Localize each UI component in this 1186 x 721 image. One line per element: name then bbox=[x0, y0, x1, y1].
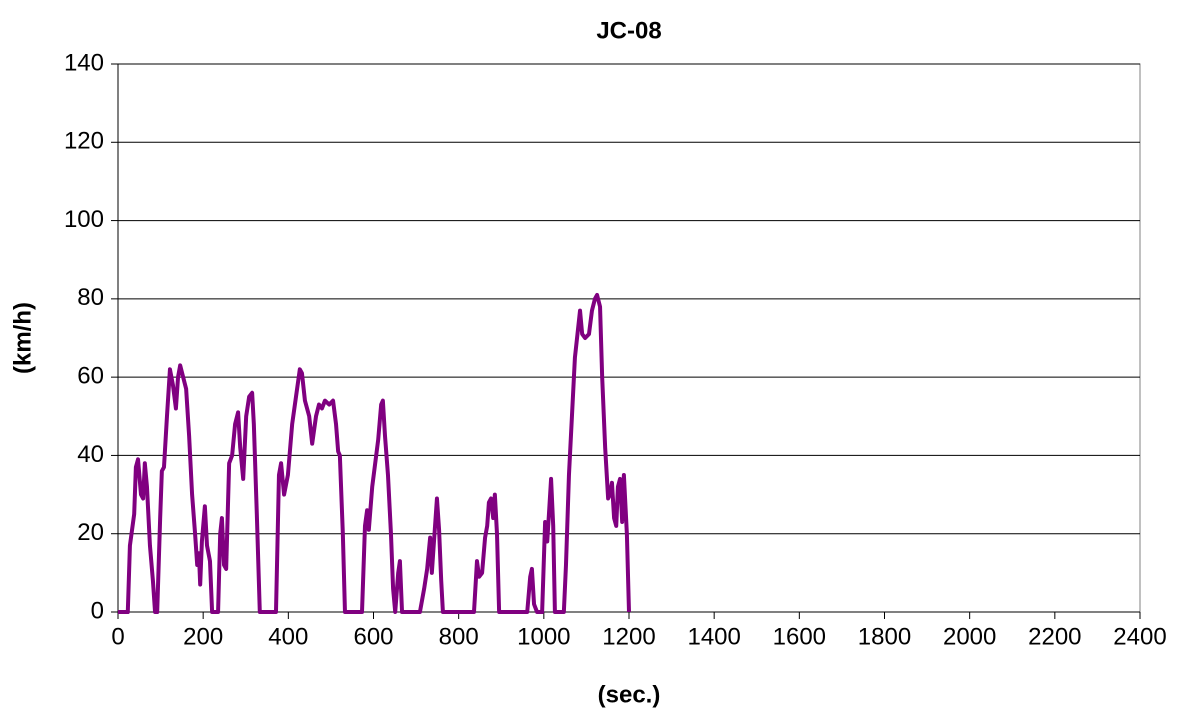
y-axis-label: (km/h) bbox=[9, 302, 36, 374]
data-line bbox=[118, 292, 631, 614]
x-tick-label: 1400 bbox=[687, 623, 740, 650]
x-tick-label: 1000 bbox=[517, 623, 570, 650]
y-tick-label: 40 bbox=[77, 441, 104, 468]
y-tick-label: 60 bbox=[77, 362, 104, 389]
x-tick-label: 1600 bbox=[773, 623, 826, 650]
x-tick-label: 800 bbox=[439, 623, 479, 650]
x-axis-label: (sec.) bbox=[598, 681, 661, 708]
x-tick-label: 2200 bbox=[1028, 623, 1081, 650]
y-tick-label: 140 bbox=[64, 49, 104, 76]
x-tick-label: 2400 bbox=[1113, 623, 1166, 650]
chart-title: JC-08 bbox=[596, 17, 661, 44]
x-tick-label: 1800 bbox=[858, 623, 911, 650]
x-tick-label: 200 bbox=[183, 623, 223, 650]
y-tick-label: 0 bbox=[91, 597, 104, 624]
y-tick-label: 20 bbox=[77, 519, 104, 546]
y-tick-label: 120 bbox=[64, 128, 104, 155]
y-tick-label: 80 bbox=[77, 284, 104, 311]
plot-area bbox=[117, 63, 1141, 613]
x-tick-label: 400 bbox=[268, 623, 308, 650]
y-tick-label: 100 bbox=[64, 206, 104, 233]
x-tick-label: 0 bbox=[111, 623, 124, 650]
x-tick-label: 2000 bbox=[943, 623, 996, 650]
x-tick-label: 600 bbox=[353, 623, 393, 650]
x-tick-label: 1200 bbox=[602, 623, 655, 650]
